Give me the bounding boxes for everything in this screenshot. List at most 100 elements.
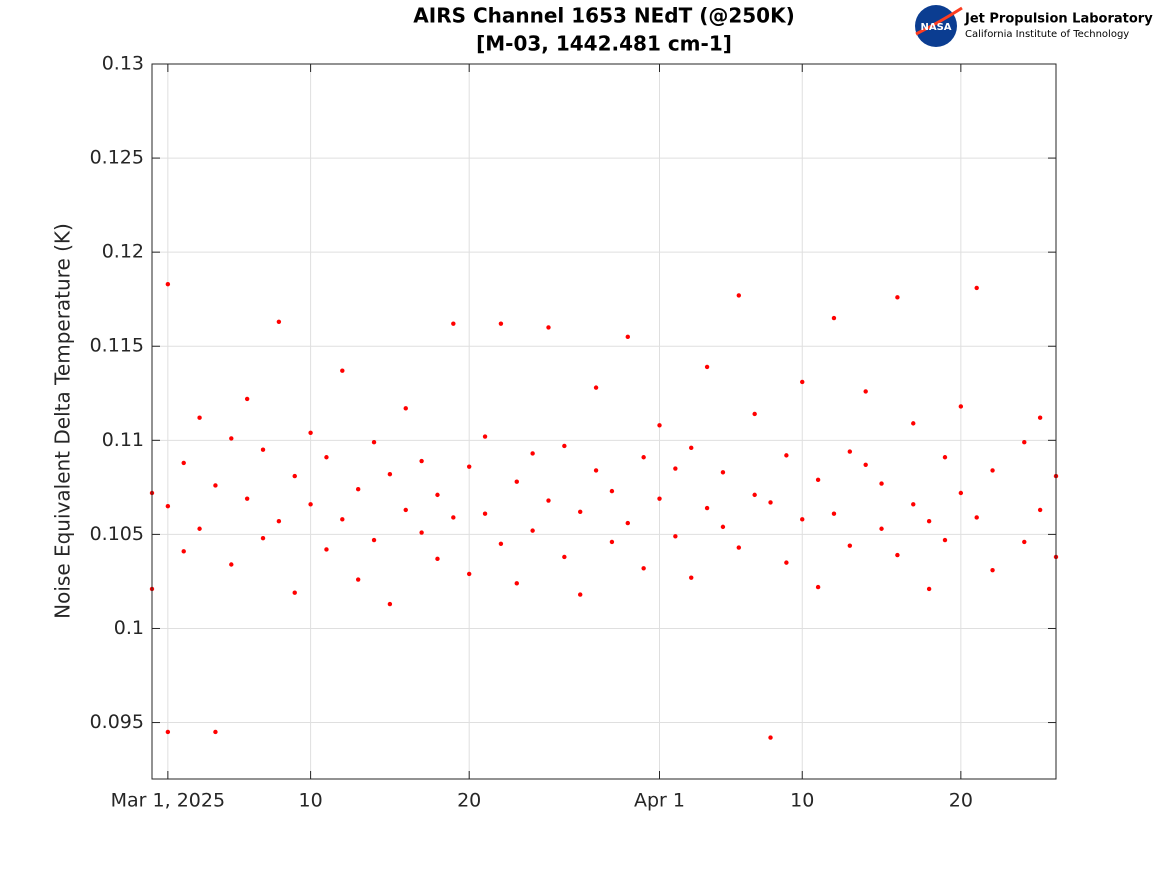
jpl-logo: NASA Jet Propulsion Laboratory Californi… (915, 5, 1153, 47)
data-point (498, 321, 504, 326)
data-point (292, 473, 297, 479)
chart-subtitle: [M-03, 1442.481 cm-1] (476, 32, 732, 56)
data-point (609, 539, 615, 545)
data-point (435, 556, 440, 562)
data-point (942, 537, 948, 543)
data-point (260, 447, 266, 452)
data-point (546, 498, 551, 503)
data-point (831, 511, 837, 516)
data-point (197, 526, 202, 531)
data-point (244, 496, 250, 501)
y-tick-label: 0.12 (102, 241, 144, 263)
data-point (371, 537, 377, 543)
x-tick-label: 10 (299, 790, 323, 812)
y-tick-label: 0.13 (102, 53, 144, 75)
data-point (815, 477, 821, 483)
y-tick-label: 0.1 (114, 617, 144, 639)
data-point (593, 468, 599, 473)
x-tick-label: 20 (949, 790, 973, 812)
data-point (990, 567, 995, 573)
data-point (387, 471, 393, 477)
logo-subtitle: California Institute of Technology (965, 29, 1129, 40)
data-point (752, 411, 757, 417)
nasa-meatball (915, 5, 957, 47)
data-point (895, 552, 900, 558)
data-point (213, 483, 218, 488)
data-point (673, 534, 678, 539)
data-point (546, 325, 551, 330)
data-point (244, 396, 250, 402)
data-point (498, 541, 504, 547)
data-point (752, 492, 757, 498)
chart-title: AIRS Channel 1653 NEdT (@250K) (413, 4, 794, 28)
y-axis-label: Noise Equivalent Delta Temperature (K) (51, 223, 75, 619)
data-point (593, 385, 599, 390)
data-point (800, 379, 805, 385)
data-point (466, 464, 472, 469)
data-point (673, 466, 678, 471)
data-point (197, 415, 202, 420)
data-point (451, 515, 456, 520)
x-tick-label: 10 (790, 790, 814, 812)
nasa-badge: NASA (920, 22, 951, 33)
y-tick-label: 0.115 (90, 335, 144, 357)
data-point (530, 451, 535, 456)
data-point (181, 460, 186, 466)
data-point (340, 517, 345, 522)
data-point (260, 535, 266, 541)
data-point (165, 503, 171, 509)
data-point (974, 515, 979, 520)
data-point (704, 364, 710, 370)
data-point (641, 455, 646, 460)
data-point (958, 490, 964, 496)
nasa-swoosh (915, 6, 963, 36)
data-point (689, 575, 694, 580)
data-point (704, 505, 710, 511)
data-point (308, 502, 313, 507)
data-point (800, 517, 805, 522)
data-point (292, 590, 297, 595)
data-point (1037, 507, 1043, 513)
data-point (276, 519, 282, 524)
data-point (562, 554, 567, 560)
data-point (482, 434, 488, 439)
data-point (181, 549, 186, 554)
data-point (355, 577, 361, 582)
x-tick-label: 20 (457, 790, 481, 812)
data-point (165, 281, 171, 287)
data-point (768, 500, 773, 505)
data-point (1022, 539, 1027, 545)
y-tick-label: 0.105 (90, 523, 144, 545)
data-point (768, 735, 773, 740)
data-point (815, 584, 821, 590)
y-tick-label: 0.125 (90, 147, 144, 169)
data-point (926, 586, 932, 592)
data-point (657, 496, 662, 501)
data-point (926, 519, 932, 524)
data-point (847, 449, 853, 454)
data-point (387, 601, 393, 607)
data-point (229, 436, 234, 441)
data-point (371, 439, 377, 445)
data-point (578, 509, 583, 515)
data-point (451, 321, 456, 326)
data-point (514, 479, 519, 484)
data-point (942, 455, 948, 460)
data-point (419, 458, 424, 464)
data-point (720, 524, 726, 530)
data-point (657, 423, 662, 428)
data-point (990, 468, 995, 473)
data-point (435, 492, 440, 498)
data-point (863, 462, 868, 467)
data-point (895, 295, 900, 300)
data-point (466, 571, 472, 577)
data-point (308, 430, 313, 435)
data-point (562, 443, 567, 449)
data-point (784, 453, 789, 458)
data-point (831, 315, 837, 321)
x-tick-label: Mar 1, 2025 (111, 790, 225, 812)
data-point (530, 528, 535, 533)
x-tick-label: Apr 1 (634, 790, 685, 812)
